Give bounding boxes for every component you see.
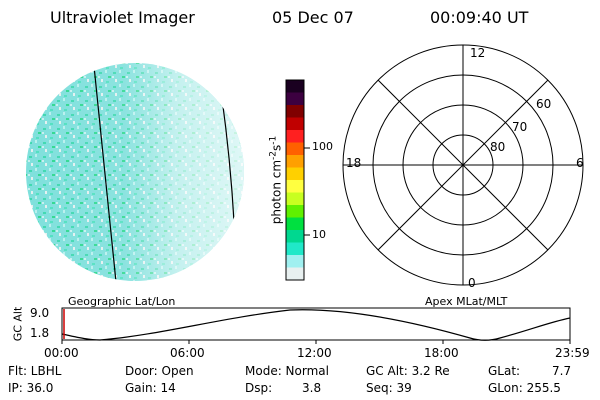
unit-exp2: -1	[268, 135, 279, 145]
mlt-label-18: 18	[346, 156, 362, 170]
orbit-ylabel: GC Alt	[11, 306, 25, 342]
status-dsp-value: 3.8	[302, 381, 322, 395]
colorbar-segment	[286, 242, 304, 256]
orbit-plot	[61, 307, 571, 344]
unit-mid: s	[269, 144, 284, 151]
colorbar-segment	[286, 205, 304, 218]
colorbar-segment	[286, 155, 304, 168]
colorbar-frame	[285, 79, 305, 281]
orbit-xtick-3: 18:00	[424, 346, 459, 360]
time-label: 00:09:40 UT	[430, 8, 529, 27]
status-ip: IP: 36.0	[8, 381, 54, 395]
orbit-xtick-2: 12:00	[297, 346, 332, 360]
orbit-ytick-top: 9.0	[30, 306, 50, 320]
colorbar-segment	[286, 230, 304, 243]
status-glat-label: GLat:	[488, 364, 521, 378]
colorbar-tick-10: 10	[312, 228, 326, 241]
colorbar-segment	[286, 217, 304, 231]
polar-grid	[342, 44, 584, 286]
unit-exp1: -2	[268, 150, 279, 160]
lat-label-80: 80	[490, 140, 506, 154]
colorbar-segment	[286, 180, 304, 193]
colorbar-segment	[286, 117, 304, 131]
lat-label-70: 70	[512, 120, 528, 134]
status-mode: Mode: Normal	[245, 364, 329, 378]
colorbar-segment	[286, 267, 304, 281]
colorbar-segment	[286, 80, 304, 93]
mlt-label-0: 0	[468, 276, 476, 290]
colorbar-segment	[286, 142, 304, 156]
colorbar-segment	[286, 105, 304, 118]
lat-label-60: 60	[536, 97, 552, 111]
colorbar-segment	[286, 130, 304, 143]
status-dsp-label: Dsp:	[245, 381, 273, 395]
status-glon: GLon: 255.5	[488, 381, 561, 395]
unit-text: photon cm	[269, 159, 284, 225]
geographic-caption: Geographic Lat/Lon	[68, 295, 176, 308]
mlt-label-12: 12	[470, 46, 486, 60]
status-glat-value: 7.7	[552, 364, 572, 378]
date-label: 05 Dec 07	[272, 8, 354, 27]
colorbar-segment	[286, 192, 304, 206]
colorbar-segment	[286, 167, 304, 181]
orbit-xtick-1: 06:00	[170, 346, 205, 360]
geographic-image	[26, 63, 244, 281]
status-door: Door: Open	[125, 364, 194, 378]
colorbar-segment	[286, 255, 304, 268]
instrument-title: Ultraviolet Imager	[50, 8, 195, 27]
colorbar-unit-label: photon cm-2s-1	[269, 136, 284, 225]
orbit-xtick-4: 23:59	[555, 346, 590, 360]
apex-caption: Apex MLat/MLT	[425, 295, 508, 308]
status-seq: Seq: 39	[366, 381, 412, 395]
colorbar-segment	[286, 92, 304, 106]
colorbar	[285, 79, 305, 281]
colorbar-tick-100: 100	[312, 140, 333, 153]
orbit-ytick-bottom: 1.8	[30, 326, 50, 340]
orbit-xtick-0: 00:00	[44, 346, 79, 360]
status-filter: Flt: LBHL	[8, 364, 62, 378]
status-gc-alt: GC Alt: 3.2 Re	[366, 364, 450, 378]
status-gain: Gain: 14	[125, 381, 176, 395]
mlt-label-6: 6	[576, 156, 584, 170]
